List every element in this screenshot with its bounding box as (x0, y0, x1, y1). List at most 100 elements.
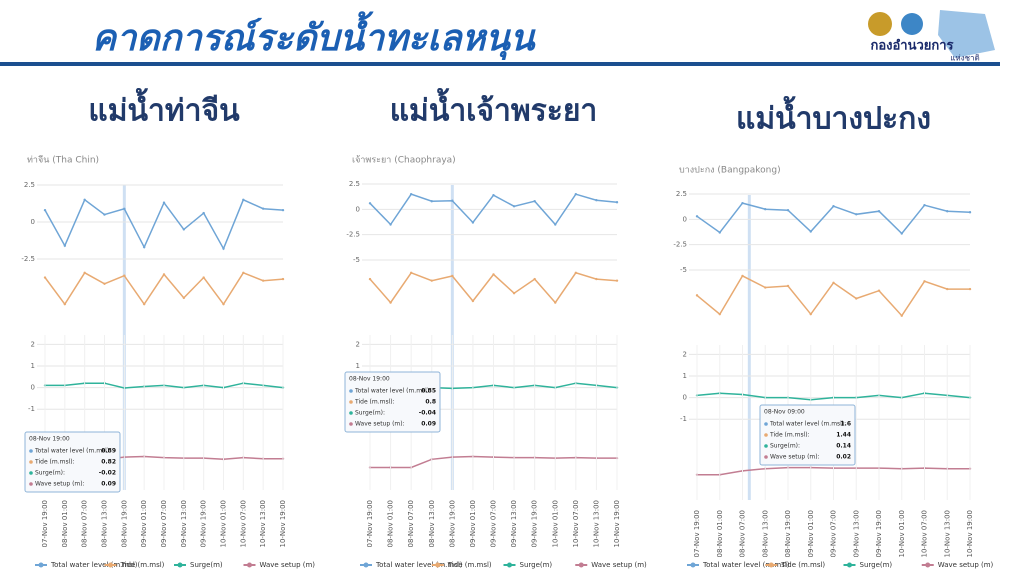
data-point (615, 201, 619, 204)
chart-title: แม่น้ำท่าจีน (88, 88, 240, 129)
data-point (83, 198, 86, 201)
y-tick-label: 2.5 (24, 181, 35, 189)
data-point (430, 279, 433, 282)
data-point (900, 232, 903, 235)
x-tick-label: 09-Nov 19:00 (875, 510, 883, 558)
x-tick-label: 10-Nov 01:00 (898, 510, 906, 558)
x-tick-label: 09-Nov 01:00 (140, 500, 148, 548)
legend-marker (578, 562, 584, 568)
tooltip-value: 1.44 (836, 432, 851, 439)
tooltip-marker (29, 482, 33, 486)
legend-label: Total water level (m.msl) (702, 561, 790, 569)
legend-marker (690, 562, 696, 568)
data-point (123, 207, 126, 211)
legend-marker (847, 562, 852, 568)
data-point (142, 302, 146, 306)
data-point (946, 210, 949, 213)
data-point (63, 244, 67, 247)
y-tick-label: 2 (356, 340, 360, 348)
data-point (451, 199, 454, 202)
tooltip-marker (349, 389, 353, 393)
x-tick-label: 09-Nov 01:00 (807, 510, 815, 558)
legend-label: Tide (m.msl) (120, 561, 165, 569)
tooltip-label: Total water level (m.msl): (34, 448, 111, 455)
x-tick-label: 08-Nov 07:00 (81, 500, 89, 548)
x-tick-label: 08-Nov 13:00 (101, 500, 109, 548)
tooltip-marker (764, 455, 768, 459)
data-point (162, 273, 166, 276)
legend-label: Tide (m.msl) (447, 561, 492, 569)
data-point (202, 211, 205, 215)
data-point (242, 271, 245, 275)
data-point (222, 247, 225, 250)
legend-marker (435, 562, 441, 568)
y-tick-label: 1 (356, 362, 360, 370)
data-point (764, 286, 767, 289)
data-point (123, 274, 126, 277)
x-tick-label: 08-Nov 07:00 (407, 500, 415, 548)
data-point (968, 211, 972, 214)
tooltip-title: 08-Nov 19:00 (349, 376, 390, 383)
x-tick-label: 08-Nov 13:00 (428, 500, 436, 548)
y-tick-label: 2 (683, 350, 687, 358)
tooltip-box (344, 371, 441, 433)
data-point (430, 200, 433, 203)
data-point (786, 209, 790, 212)
tooltip-label: Surge(m): (355, 410, 385, 417)
data-point (43, 208, 47, 212)
data-point (182, 228, 186, 231)
data-point (451, 274, 454, 278)
x-tick-label: 07-Nov 19:00 (41, 500, 49, 548)
tooltip-label: Surge(m): (770, 443, 800, 450)
data-point (855, 297, 858, 300)
y-tick-label: 2.5 (676, 190, 687, 198)
tooltip-value: 0.89 (101, 448, 116, 455)
data-point (492, 273, 495, 276)
tooltip-value: -0.02 (99, 470, 116, 477)
y-tick-label: -5 (680, 266, 687, 274)
data-point (242, 198, 245, 201)
data-point (741, 201, 744, 205)
y-tick-label: 0 (31, 384, 35, 392)
x-tick-label: 08-Nov 19:00 (448, 500, 456, 548)
data-point (741, 274, 744, 278)
data-point (368, 277, 372, 281)
tooltip-value: 0.14 (836, 443, 851, 450)
tooltip-label: Wave setup (m): (35, 481, 85, 488)
data-point (809, 312, 812, 316)
tooltip-marker (349, 400, 353, 404)
data-point (809, 230, 812, 233)
y-tick-label: 0 (356, 205, 360, 213)
data-point (261, 279, 265, 282)
tooltip-value: 0.82 (101, 459, 116, 466)
legend-marker (768, 562, 774, 568)
data-point (695, 215, 699, 218)
data-point (786, 284, 790, 288)
tooltip-value: 1.6 (840, 421, 851, 428)
tooltip-label: Wave setup (m): (770, 454, 820, 461)
x-tick-label: 09-Nov 13:00 (510, 500, 518, 548)
title-rule (0, 62, 1000, 66)
legend-marker (247, 562, 252, 568)
legend-marker (108, 562, 113, 568)
legend-label: Wave setup (m) (938, 561, 994, 569)
x-tick-label: 10-Nov 13:00 (259, 500, 267, 548)
chart-subtitle: เจ้าพระยา (Chaophraya) (352, 155, 456, 166)
x-tick-label: 09-Nov 01:00 (469, 500, 477, 548)
legend-label: Surge(m) (860, 561, 893, 569)
data-point (512, 292, 516, 295)
logo-emblem (901, 13, 923, 35)
data-point (946, 287, 949, 291)
tooltip-marker (29, 460, 33, 464)
data-point (832, 281, 835, 285)
x-tick-label: 10-Nov 19:00 (966, 510, 974, 558)
tooltip-value: 0.09 (101, 481, 116, 488)
x-tick-label: 08-Nov 19:00 (120, 500, 128, 548)
legend-marker (363, 562, 369, 568)
y-tick-label: -2.5 (21, 255, 35, 263)
logo-map (938, 10, 995, 58)
legend-label: Total water level (m.msl) (50, 561, 138, 569)
x-tick-label: 10-Nov 07:00 (921, 510, 929, 558)
